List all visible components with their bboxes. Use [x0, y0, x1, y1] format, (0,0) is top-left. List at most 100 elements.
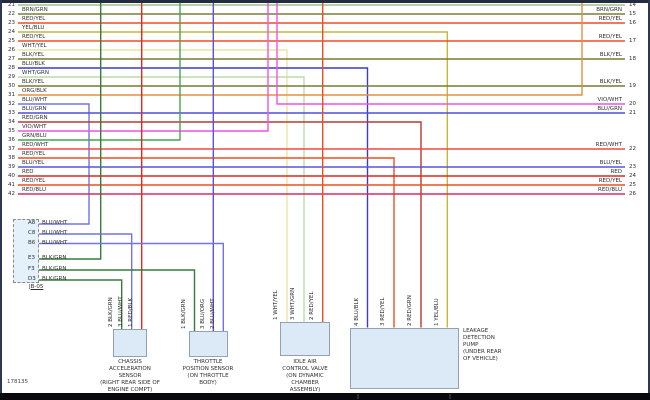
right-wire-label: RED: [610, 168, 622, 175]
junction-pin-wire-label: BLU/WHT: [42, 220, 68, 227]
wire-top-edge-blk-grn-to-jb-e3: [26, 3, 102, 260]
right-wire-label: BRN/GRN: [596, 6, 622, 13]
junction-block-label: JB-05: [29, 283, 44, 290]
component-caption-line: OF VEHICLE): [463, 356, 498, 362]
junction-pin-name: B6: [28, 239, 36, 246]
right-wire-label: BLK/YEL: [599, 51, 622, 58]
left-pin-number: 29: [8, 73, 15, 80]
wire-jb-d3-to-chassis2-blk-grn: [26, 279, 123, 329]
component-pin-label-iacv: 1 WHT/YEL: [273, 290, 280, 320]
wire-pin36-grn-blu-to-top-edge: [18, 3, 181, 141]
left-pin-number: 36: [8, 136, 15, 143]
component-caption-line: POSITION SENSOR: [182, 366, 234, 372]
component-box-iacv: [280, 322, 330, 356]
left-wire-label: RED/WHT: [22, 141, 49, 148]
left-pin-number: 31: [8, 91, 15, 98]
left-wire-label: WHT/YEL: [22, 42, 47, 49]
wire-pin31-org-blk-to-top-edge: [18, 3, 583, 96]
left-wire-label: BLU/YEL: [22, 159, 45, 166]
wire-pin38-red-yel-to-ldp3: [18, 157, 395, 328]
right-pin-number: 24: [629, 173, 636, 180]
component-caption-line: (ON THROTTLE: [187, 373, 229, 379]
right-pin-number: 14: [629, 2, 636, 9]
right-pin-number: 23: [629, 164, 636, 171]
right-wire-label: RED/BLU: [598, 186, 622, 193]
left-wire-label: RED: [22, 168, 34, 175]
component-box-chassis: [113, 329, 147, 357]
right-pin-number: 16: [629, 20, 636, 27]
junction-pin-wire-label: BLK/GRN: [42, 266, 67, 273]
wire-jb-f3-to-tps1-blk-grn: [26, 269, 196, 331]
junction-block-box: [13, 219, 39, 283]
wire-pin28-blu-blk-to-ldp4: [18, 67, 369, 328]
left-pin-number: 38: [8, 154, 15, 161]
left-wire-label: WHT/GRN: [22, 69, 49, 76]
component-caption-line: (UNDER REAR: [463, 349, 502, 355]
component-caption-line: BODY): [199, 380, 217, 386]
right-pin-number: 15: [629, 11, 636, 18]
wire-jb-b6-to-tps2-blu-wht: [26, 242, 225, 331]
left-pin-number: 21: [8, 1, 15, 8]
right-wire-label: RED/YEL: [598, 177, 622, 184]
right-wire-label: BLK/YEL: [599, 78, 622, 85]
right-pin-number: 22: [629, 146, 636, 153]
component-caption-line: SENSOR: [118, 373, 142, 379]
left-pin-number: 30: [8, 82, 15, 89]
junction-pin-name: C8: [28, 230, 36, 237]
left-pin-number: 34: [8, 118, 15, 125]
left-wire-label: RED/BLU: [22, 186, 46, 193]
component-caption-line: IDLE AIR: [293, 359, 317, 365]
left-pin-number: 22: [8, 10, 15, 17]
right-pin-number: 17: [629, 38, 636, 45]
left-wire-label: BLU/WHT: [22, 96, 48, 103]
right-wire-label: RED/WHT: [595, 141, 622, 148]
component-caption-line: (ON DYNAMIC: [286, 373, 324, 379]
component-pin-label-iacv: 2 RED/YEL: [308, 291, 315, 320]
component-pin-label-ldp: 2 RED/GRN: [407, 294, 414, 326]
left-pin-number: 42: [8, 190, 15, 197]
component-caption-line: CHAMBER: [291, 380, 319, 386]
left-wire-label: GRN/BLU: [22, 132, 47, 139]
left-wire-label: BLK/YEL: [22, 78, 45, 85]
wire-top-edge-vio-wht-to-pin20: [276, 3, 625, 105]
left-wire-label: BLU/BLK: [22, 60, 45, 67]
wire-pin34-red-grn-to-ldp2: [18, 121, 422, 328]
frame-top-border: [0, 0, 650, 3]
right-wire-label: RED/YEL: [598, 15, 622, 22]
component-box-tps: [188, 331, 228, 357]
left-pin-number: 39: [8, 163, 15, 170]
figure-number: 178135: [7, 379, 28, 385]
junction-pin-name: A8: [28, 220, 36, 227]
junction-pin-wire-label: BLU/WHT: [42, 239, 68, 246]
component-caption-line: LEAKAGE: [463, 328, 489, 334]
left-wire-label: BRN/GRN: [22, 6, 48, 13]
right-wire-label: BLU/YEL: [599, 159, 622, 166]
left-pin-number: 33: [8, 109, 15, 116]
left-pin-number: 40: [8, 172, 15, 179]
left-wire-label: RED/YEL: [22, 177, 46, 184]
wire-pin35-vio-wht-to-top-edge: [18, 3, 269, 132]
right-pin-number: 21: [629, 110, 636, 117]
frame-right-border: [648, 0, 650, 400]
junction-pin-name: E3: [28, 255, 35, 262]
right-pin-number: 25: [629, 182, 636, 189]
component-caption-line: (RIGHT REAR SIDE OF: [100, 380, 160, 386]
left-wire-label: ORG/BLK: [22, 87, 47, 94]
component-caption-line: ENGINE COMPT): [107, 387, 153, 393]
junction-pin-wire-label: BLU/WHT: [42, 230, 68, 237]
right-pin-number: 20: [629, 101, 636, 108]
component-caption-line: DETECTION: [463, 335, 495, 341]
component-caption-line: ASSEMBLY): [289, 387, 321, 393]
wire-jb-c8-to-chassis3-blu-wht: [26, 233, 133, 329]
component-pin-label-ldp: 3 RED/YEL: [380, 296, 387, 326]
left-pin-number: 25: [8, 37, 15, 44]
left-pin-number: 37: [8, 145, 15, 152]
left-pin-number: 24: [8, 28, 15, 35]
wire-pin29-wht-grn-to-iacv3: [18, 76, 305, 322]
left-wire-label: RED/YEL: [22, 33, 46, 40]
right-wire-label: BLU/GRN: [597, 105, 622, 112]
component-caption-line: THROTTLE: [193, 359, 223, 365]
left-wire-label: RED/GRN: [22, 114, 48, 121]
